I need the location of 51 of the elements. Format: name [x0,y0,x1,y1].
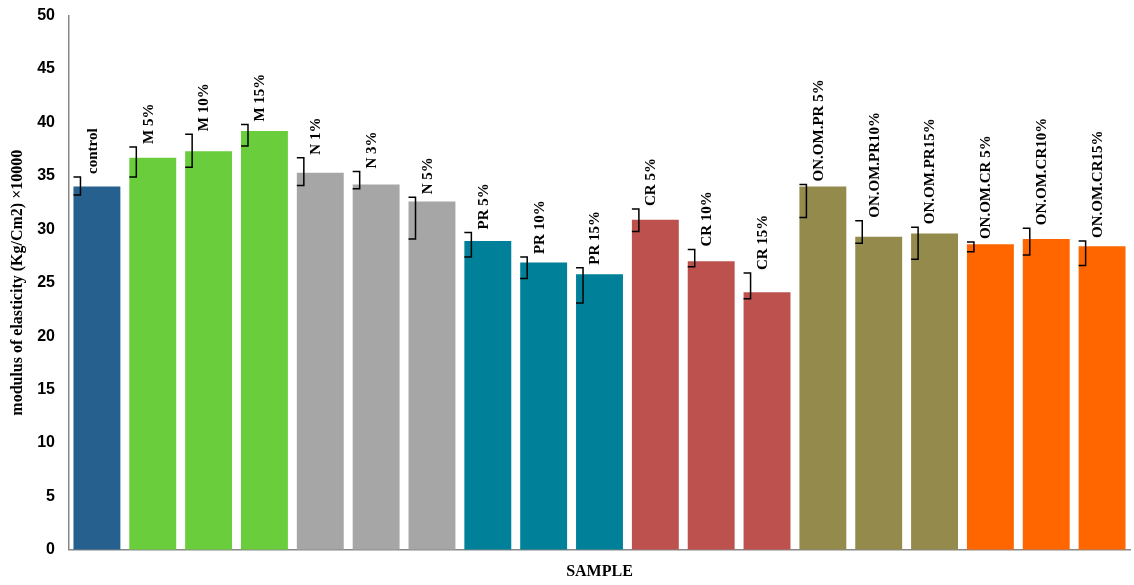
x-tick-label: ON.OM.CR 5% [977,135,994,240]
bar [240,130,288,550]
x-tick-label: N 5% [418,157,435,195]
x-tick-label: PR 15% [586,210,603,265]
x-tick-label: CR 5% [642,158,659,206]
x-tick-label: ON.OM.PR10% [865,111,882,218]
x-tick-label: CR 15% [753,214,770,271]
x-tick-label: M 15% [251,73,268,122]
y-tick-label: 35 [37,166,56,184]
x-tick-label: N 1% [307,117,324,155]
bar [464,241,512,550]
x-tick-label: ON.OM.PR 5% [809,79,826,182]
y-tick-label: 30 [37,219,56,237]
y-tick-label: 10 [37,433,56,451]
y-tick-label: 25 [37,273,56,291]
x-tick-label: ON.OM.PR15% [921,118,938,225]
bar [129,157,177,550]
bar [520,262,568,550]
x-tick-label: ON.OM.CR10% [1033,117,1050,226]
bar [73,186,121,550]
bar [743,292,791,550]
y-axis-title: modulus of elasticity (Kg/Cm2) ×10000 [7,149,26,416]
x-tick-label: M 10% [195,83,212,132]
y-tick-label: 50 [37,6,56,24]
bar [1022,238,1070,550]
bar [799,186,847,550]
y-tick-label: 0 [46,540,56,558]
x-tick-label: N 3% [363,131,379,169]
bar [576,274,623,550]
x-tick-label: PR 5% [474,183,491,230]
bar [296,172,344,550]
y-tick-label: 40 [37,112,56,130]
bar [855,236,903,550]
bar [1078,246,1126,550]
bar [687,261,735,550]
x-tick-label: control [83,128,100,174]
bar [408,201,456,550]
bar [911,233,959,550]
x-tick-label: ON.OM.CR15% [1088,130,1105,239]
y-tick-label: 15 [37,379,56,397]
y-tick-label: 5 [46,486,56,504]
bar [631,219,679,550]
bar [185,151,233,550]
x-tick-label: CR 10% [698,191,715,247]
x-tick-label: PR 10% [530,200,547,255]
y-tick-label: 20 [37,326,56,344]
x-axis-title: SAMPLE [566,561,633,579]
x-tick-label: M 5% [139,103,156,145]
bar [352,184,400,550]
y-tick-label: 45 [37,59,56,77]
bar [966,244,1014,550]
